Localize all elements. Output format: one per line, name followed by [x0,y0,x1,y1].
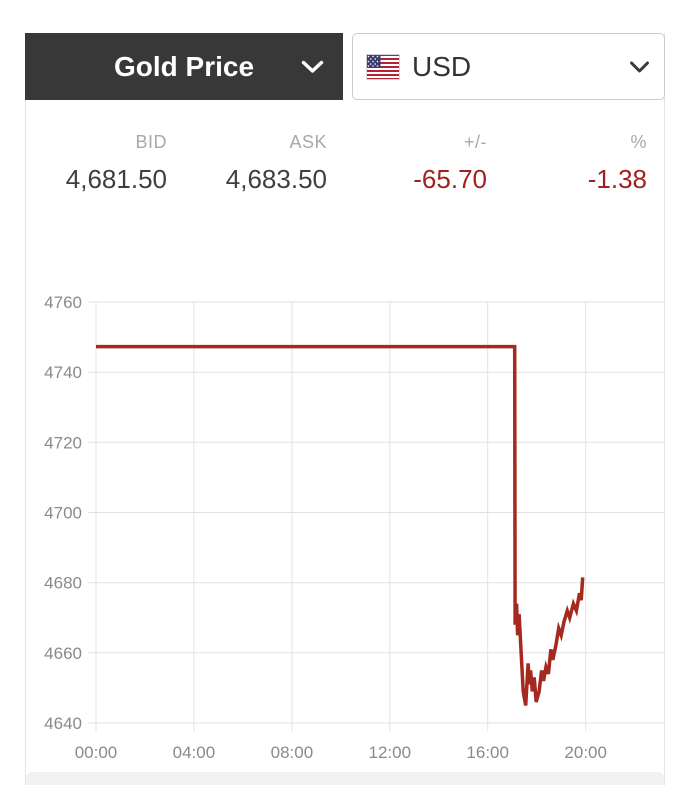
bid-column: BID 4,681.50 [25,120,185,195]
x-axis-tick-label: 12:00 [369,743,412,762]
bid-label: BID [135,132,167,152]
metal-chevron-down-icon [301,60,324,73]
x-axis-tick-label: 00:00 [75,743,118,762]
y-axis-tick-label: 4640 [44,714,82,733]
change-column: +/- -65.70 [345,120,505,195]
y-axis-tick-label: 4660 [44,644,82,663]
ask-value: 4,683.50 [225,164,327,194]
x-axis-tick-label: 20:00 [564,743,607,762]
y-axis-tick-label: 4760 [44,293,82,312]
y-axis-tick-label: 4700 [44,504,82,523]
footer-band [26,772,664,785]
percent-value: -1.38 [587,164,647,194]
currency-selector[interactable]: USD [352,33,665,100]
ask-column: ASK 4,683.50 [185,120,345,195]
change-value: -65.70 [413,164,487,194]
y-axis-tick-label: 4680 [44,574,82,593]
x-axis-tick-label: 16:00 [466,743,509,762]
metal-selector-label: Gold Price [113,50,255,82]
x-axis-tick-label: 04:00 [173,743,216,762]
price-line [96,344,585,706]
y-axis-tick-label: 4720 [44,433,82,452]
us-flag-icon [366,53,400,80]
percent-column: % -1.38 [505,120,665,195]
widget-frame [25,33,665,785]
change-label: +/- [463,132,487,152]
x-axis-tick-label: 08:00 [271,743,314,762]
currency-code: USD [412,50,472,82]
ask-label: ASK [289,132,327,152]
bid-value: 4,681.50 [65,164,167,194]
percent-label: % [630,132,647,152]
currency-chevron-down-icon [630,61,649,72]
quote-row: BID 4,681.50 ASK 4,683.50 +/- -65.70 % -… [25,120,665,195]
metal-selector[interactable]: Gold Price [25,33,343,100]
y-axis-tick-label: 4740 [44,363,82,382]
